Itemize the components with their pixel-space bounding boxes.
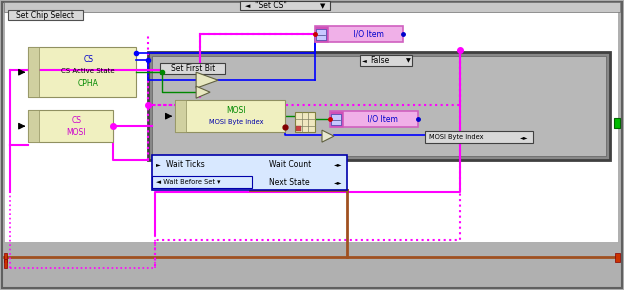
- Text: Set Chip Select: Set Chip Select: [16, 11, 74, 20]
- Text: ◄ Wait Before Set ▾: ◄ Wait Before Set ▾: [156, 179, 221, 185]
- Text: MOSI: MOSI: [67, 128, 86, 137]
- Text: Wait Count: Wait Count: [269, 160, 311, 168]
- Bar: [28, 47, 136, 97]
- Text: CS: CS: [71, 116, 81, 125]
- Text: I/O Item: I/O Item: [351, 30, 383, 39]
- Bar: [160, 63, 225, 74]
- Bar: [425, 131, 533, 143]
- Bar: [295, 112, 315, 132]
- Bar: [152, 56, 606, 156]
- Text: ◄: ◄: [362, 58, 367, 63]
- Text: Next State: Next State: [269, 177, 310, 186]
- Text: MOSI Byte Index: MOSI Byte Index: [429, 134, 484, 140]
- Text: CPHA: CPHA: [78, 79, 99, 88]
- Bar: [360, 55, 412, 66]
- Bar: [330, 111, 343, 127]
- Text: CS: CS: [83, 55, 93, 64]
- Text: MOSI: MOSI: [227, 106, 246, 115]
- Bar: [331, 114, 341, 125]
- Bar: [315, 26, 403, 42]
- Text: MOSI Byte Index: MOSI Byte Index: [209, 119, 263, 125]
- Polygon shape: [322, 130, 334, 142]
- Text: ►: ►: [156, 162, 161, 167]
- Text: ◄►: ◄►: [334, 180, 343, 185]
- Bar: [148, 52, 610, 160]
- Bar: [4, 259, 7, 268]
- Text: ▼: ▼: [406, 58, 411, 63]
- Text: ◄: ◄: [245, 3, 250, 9]
- Text: ▼: ▼: [320, 3, 325, 9]
- Text: "Set CS": "Set CS": [255, 1, 287, 10]
- Bar: [152, 176, 252, 188]
- Bar: [240, 1, 330, 10]
- Text: Set First Bit: Set First Bit: [171, 64, 215, 73]
- Polygon shape: [196, 86, 210, 98]
- Bar: [4, 253, 7, 262]
- Text: ◄►: ◄►: [520, 135, 529, 140]
- Text: I/O Item: I/O Item: [366, 115, 398, 124]
- Bar: [175, 100, 186, 132]
- Bar: [4, 2, 620, 12]
- Text: CS Active State: CS Active State: [61, 68, 115, 74]
- Bar: [8, 10, 83, 20]
- Bar: [28, 47, 39, 97]
- Bar: [296, 126, 301, 131]
- Bar: [330, 111, 418, 127]
- Bar: [4, 8, 618, 242]
- Bar: [615, 253, 620, 262]
- Bar: [175, 100, 285, 132]
- Bar: [152, 155, 347, 190]
- Text: False: False: [370, 56, 389, 65]
- Text: ◄►: ◄►: [334, 162, 343, 167]
- Polygon shape: [196, 72, 218, 88]
- Bar: [28, 110, 113, 142]
- Text: Wait Ticks: Wait Ticks: [166, 160, 205, 168]
- Bar: [614, 118, 620, 128]
- Bar: [315, 26, 328, 42]
- Bar: [316, 29, 326, 40]
- Bar: [28, 110, 39, 142]
